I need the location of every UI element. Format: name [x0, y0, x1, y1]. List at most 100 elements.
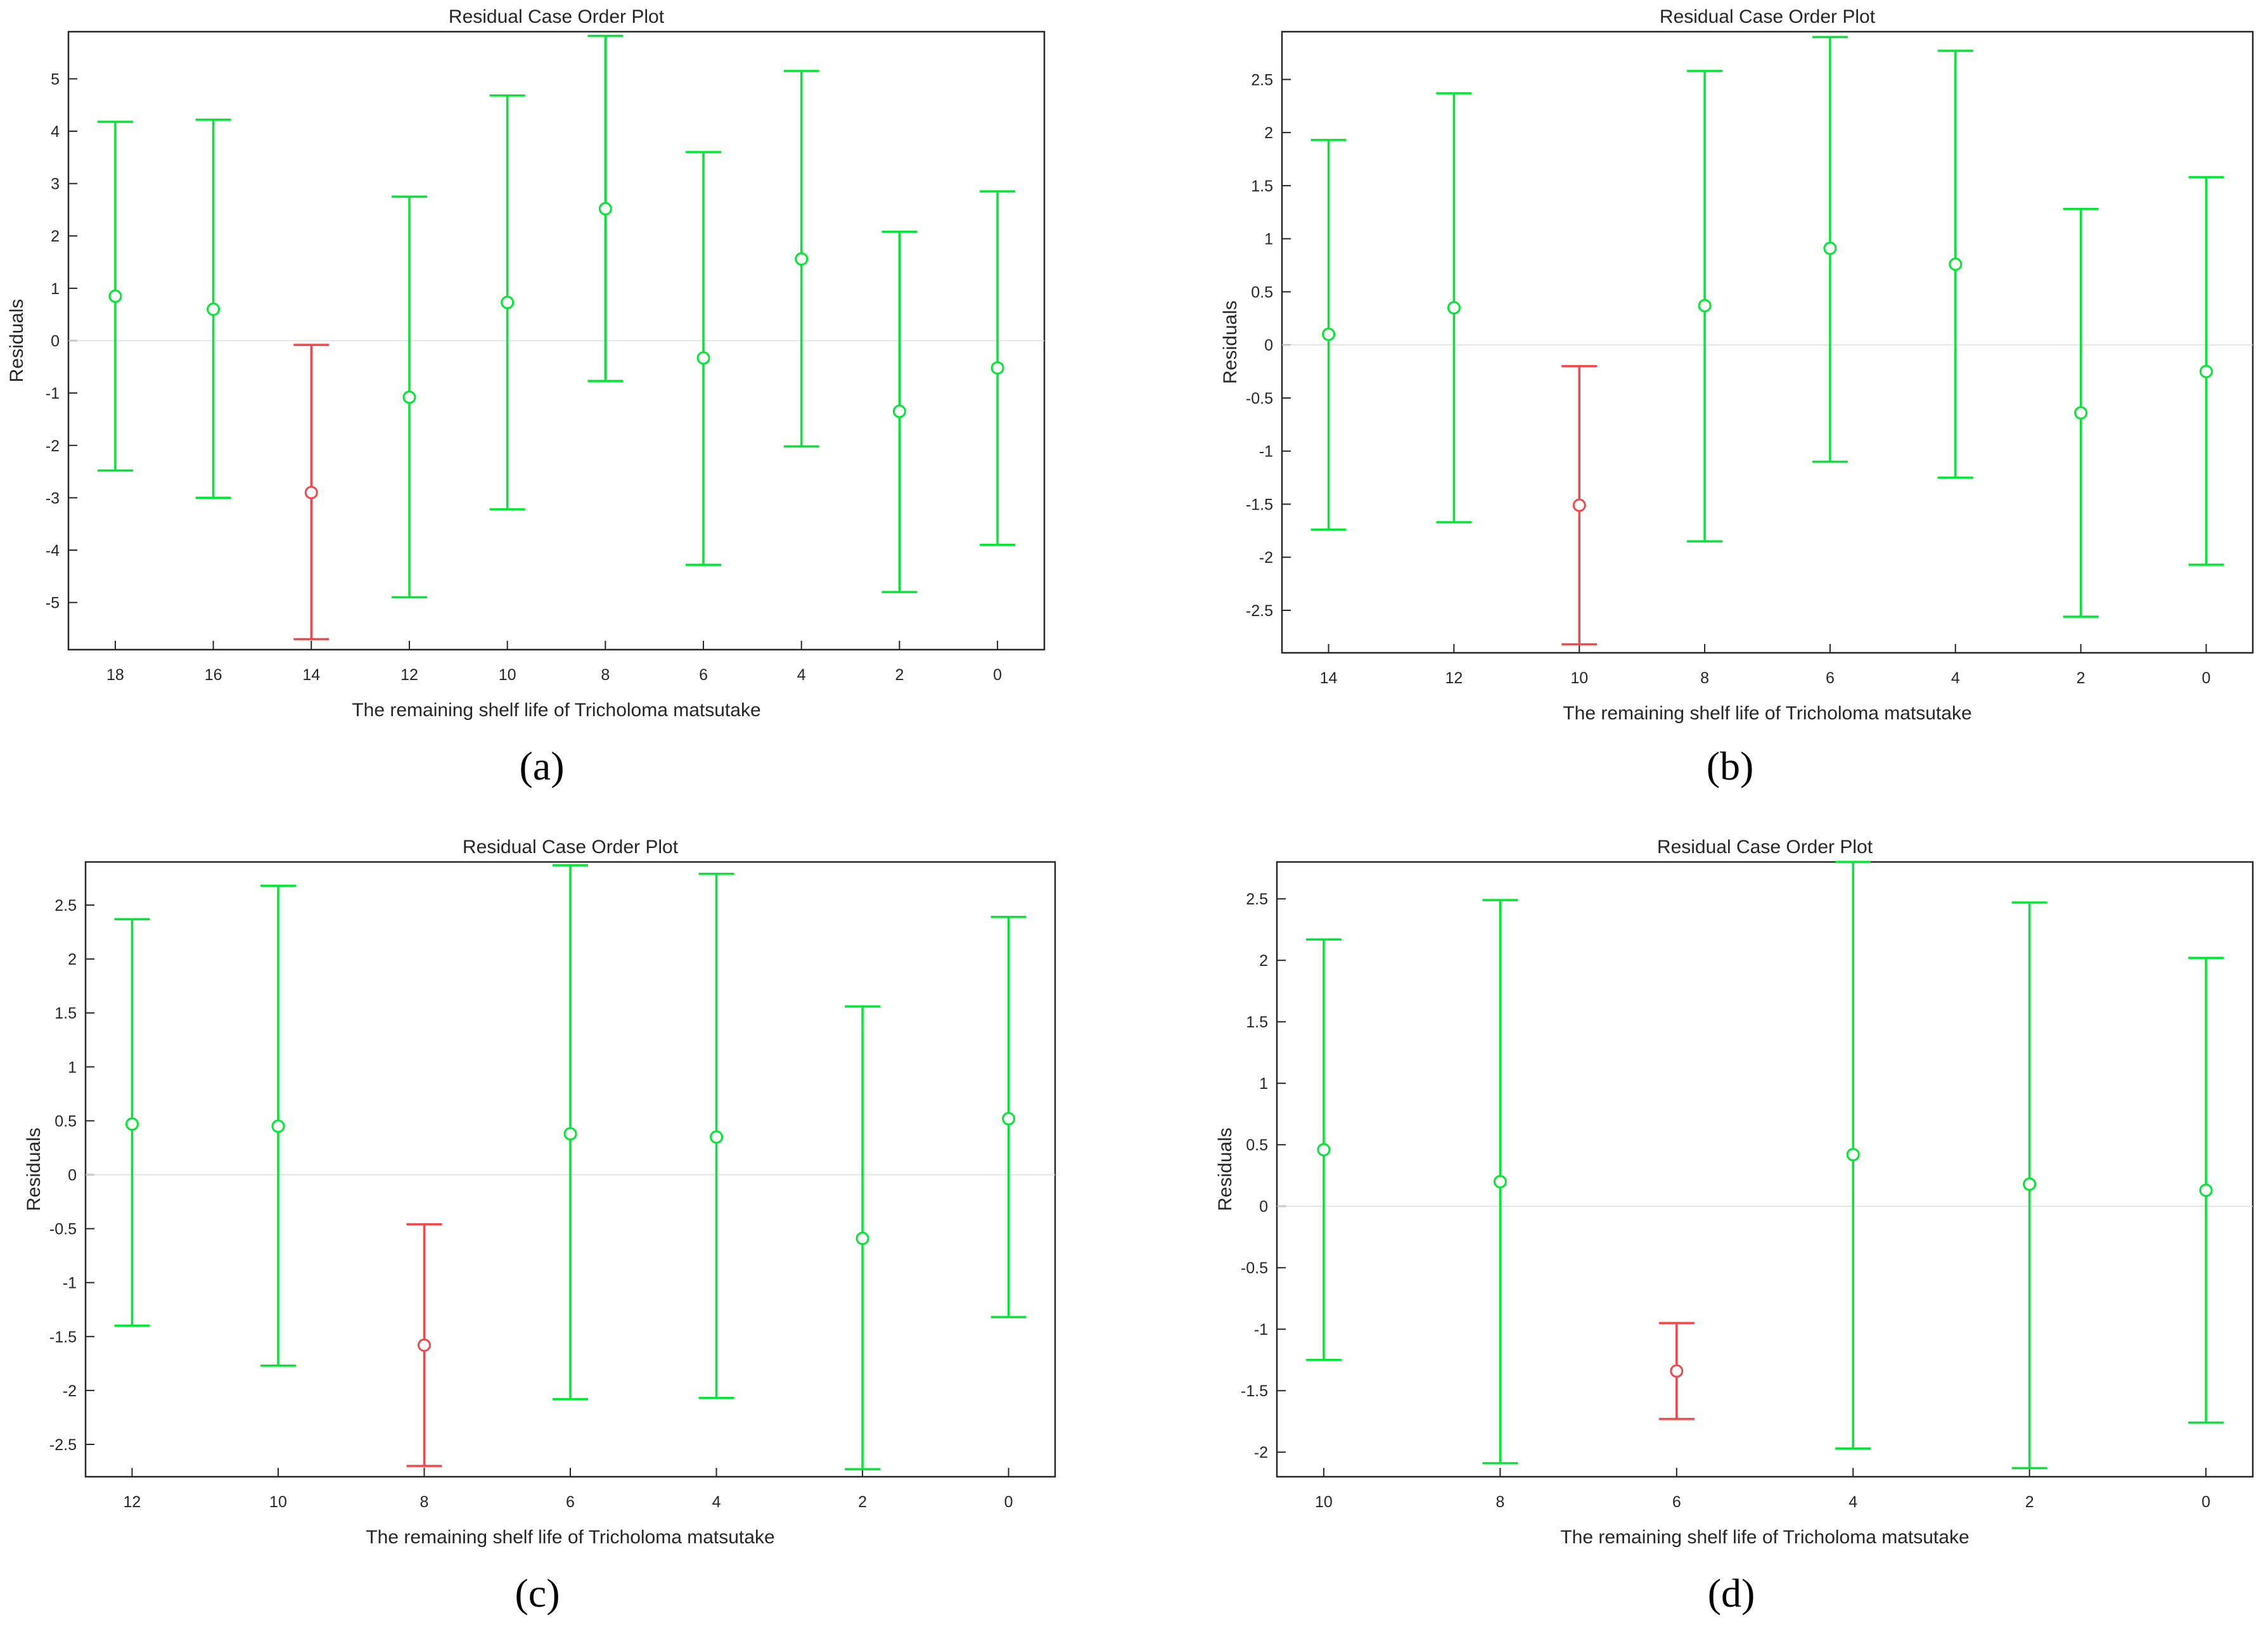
y-tick-label: 1 — [1264, 231, 1273, 248]
y-tick-label: 3 — [51, 176, 60, 193]
y-tick-label: 0 — [1259, 1198, 1268, 1216]
residual-point — [2074, 406, 2088, 420]
chart-title: Residual Case Order Plot — [463, 837, 679, 858]
x-tick-label: 10 — [269, 1493, 287, 1511]
residual-point — [1572, 498, 1586, 512]
residual-point — [125, 1117, 139, 1131]
chart-panel-d: Residual Case Order Plot The remaining sh… — [1215, 837, 2254, 1616]
panel-caption: (d) — [1708, 1571, 1755, 1616]
chart-title: Residual Case Order Plot — [1660, 6, 1876, 27]
y-tick-label: 2.5 — [1246, 890, 1268, 908]
chart-title: Residual Case Order Plot — [1657, 837, 1873, 858]
x-tick-label: 8 — [420, 1493, 429, 1511]
plot-frame — [1276, 861, 2254, 1478]
y-tick-label: 0.5 — [54, 1112, 77, 1130]
residual-point — [710, 1130, 724, 1144]
x-tick-label: 6 — [566, 1493, 575, 1511]
x-tick-label: 2 — [858, 1493, 867, 1511]
x-tick-label: 14 — [1320, 669, 1338, 687]
y-tick-label: 0 — [51, 333, 60, 350]
y-tick-label: -2 — [46, 437, 60, 455]
residual-point — [795, 252, 809, 266]
x-tick-label: 4 — [1848, 1493, 1857, 1511]
x-tick-label: 2 — [2025, 1493, 2034, 1511]
y-tick-label: 2.5 — [1251, 71, 1273, 89]
x-tick-label: 10 — [1315, 1493, 1333, 1511]
panel-caption: (a) — [519, 743, 564, 788]
plot-frame — [1281, 30, 2254, 654]
y-tick-label: 1 — [68, 1058, 77, 1076]
x-tick-label: 12 — [1445, 669, 1463, 687]
residual-point — [990, 361, 1004, 375]
y-tick-label: -5 — [46, 595, 60, 612]
y-tick-label: -0.5 — [49, 1221, 77, 1238]
panel-caption: (b) — [1707, 743, 1754, 788]
y-axis-label: Residuals — [1220, 300, 1241, 384]
x-tick-label: 4 — [1951, 669, 1960, 687]
x-tick-label: 0 — [993, 666, 1002, 684]
x-tick-label: 8 — [1496, 1493, 1504, 1511]
chart-panel-b: Residual Case Order Plot The remaining sh… — [1220, 6, 2254, 788]
residual-point — [501, 295, 515, 309]
y-tick-label: -2 — [1259, 549, 1273, 567]
chart-panel-c: Residual Case Order Plot The remaining sh… — [23, 837, 1056, 1616]
residual-point — [2199, 1183, 2213, 1197]
residual-point — [304, 485, 318, 499]
x-tick-label: 0 — [2202, 669, 2211, 687]
x-tick-label: 16 — [205, 666, 222, 684]
residual-point — [1698, 299, 1712, 312]
residual-point — [1846, 1148, 1860, 1162]
residual-point — [598, 202, 612, 215]
chart-title: Residual Case Order Plot — [449, 6, 665, 27]
y-tick-label: 2 — [1259, 952, 1268, 970]
y-tick-label: -1 — [46, 385, 60, 402]
y-tick-label: -1.5 — [1241, 1382, 1268, 1400]
residual-point — [108, 289, 122, 303]
y-tick-label: -1 — [63, 1275, 77, 1292]
x-tick-label: 10 — [499, 666, 516, 684]
x-axis-label: The remaining shelf life of Tricholoma m… — [352, 700, 760, 721]
residual-point — [1317, 1143, 1331, 1157]
y-tick-label: 5 — [51, 70, 60, 88]
x-axis-label: The remaining shelf life of Tricholoma m… — [1563, 703, 1971, 724]
y-tick-label: 2 — [68, 951, 77, 968]
x-tick-label: 4 — [797, 666, 806, 684]
x-tick-label: 12 — [400, 666, 418, 684]
x-axis-label: The remaining shelf life of Tricholoma m… — [1560, 1527, 1969, 1548]
y-tick-label: -2.5 — [1246, 602, 1273, 620]
panel-caption: (c) — [515, 1571, 560, 1616]
residual-point — [271, 1119, 285, 1133]
y-tick-label: 1.5 — [54, 1005, 77, 1022]
y-tick-label: -0.5 — [1246, 390, 1273, 408]
residual-point — [207, 302, 221, 316]
residual-point — [1670, 1364, 1684, 1378]
y-tick-label: 4 — [51, 123, 60, 141]
y-axis-label: Residuals — [1215, 1128, 1236, 1211]
residual-point — [1823, 241, 1837, 255]
x-axis-label: The remaining shelf life of Tricholoma m… — [366, 1527, 774, 1548]
residual-point — [1493, 1174, 1507, 1188]
y-tick-label: 1 — [1259, 1075, 1268, 1093]
y-tick-label: -1 — [1254, 1321, 1268, 1339]
x-tick-label: 6 — [1826, 669, 1835, 687]
y-tick-label: -3 — [46, 489, 60, 507]
residual-point — [1002, 1112, 1016, 1126]
x-tick-label: 14 — [302, 666, 320, 684]
residual-point — [1447, 301, 1461, 315]
x-tick-label: 10 — [1570, 669, 1588, 687]
x-tick-label: 8 — [601, 666, 610, 684]
y-tick-label: -1 — [1259, 443, 1273, 461]
y-tick-label: -2 — [1254, 1444, 1268, 1462]
x-tick-label: 18 — [106, 666, 124, 684]
y-tick-label: -2 — [63, 1382, 77, 1400]
y-tick-label: 2.5 — [54, 897, 77, 915]
y-tick-label: 0.5 — [1251, 283, 1273, 301]
y-tick-label: 2 — [51, 228, 60, 245]
x-tick-label: 2 — [2077, 669, 2085, 687]
y-tick-label: -1.5 — [1246, 496, 1273, 513]
residual-point — [2023, 1177, 2037, 1191]
residual-point — [1949, 257, 1963, 271]
residual-point — [1322, 327, 1336, 341]
x-tick-label: 2 — [895, 666, 904, 684]
